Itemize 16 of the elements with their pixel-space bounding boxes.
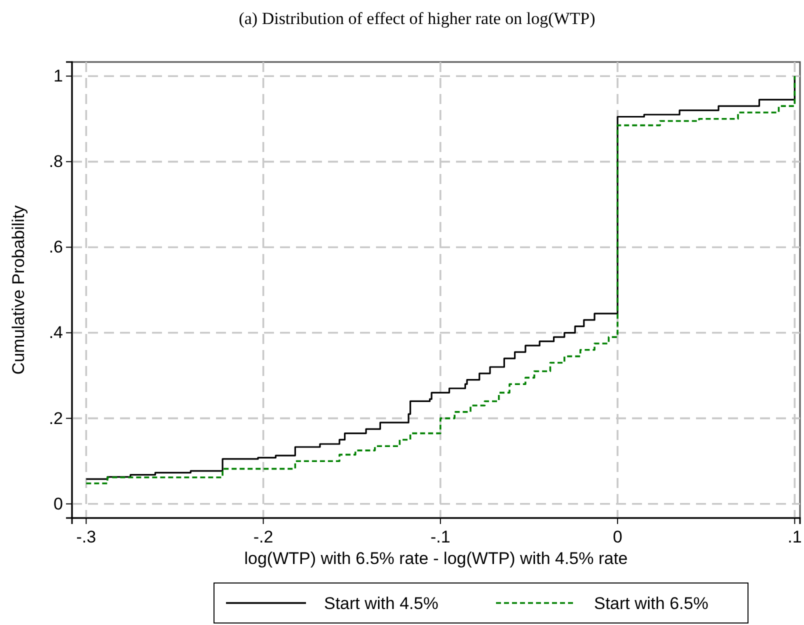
x-tick-label: 0 [612, 527, 622, 546]
x-tick-label: -.2 [253, 527, 274, 546]
x-tick-label: .1 [788, 527, 802, 546]
legend-label: Start with 4.5% [324, 594, 438, 613]
y-tick-label: 0 [54, 494, 63, 514]
y-tick-label: .8 [48, 152, 63, 172]
x-tick-label: -.3 [76, 527, 96, 546]
legend-label: Start with 6.5% [594, 594, 708, 613]
chart-title: (a) Distribution of effect of higher rate on log(WTP) [238, 9, 596, 28]
x-tick-label: -.1 [430, 527, 450, 546]
y-tick-label: 1 [54, 66, 63, 86]
y-tick-label: .4 [48, 323, 63, 342]
y-axis-title: Cumulative Probability [9, 204, 28, 375]
y-tick-label: .2 [48, 408, 63, 428]
x-axis-title: log(WTP) with 6.5% rate - log(WTP) with 4.5% rate [244, 549, 628, 568]
y-tick-label: .6 [48, 238, 63, 257]
